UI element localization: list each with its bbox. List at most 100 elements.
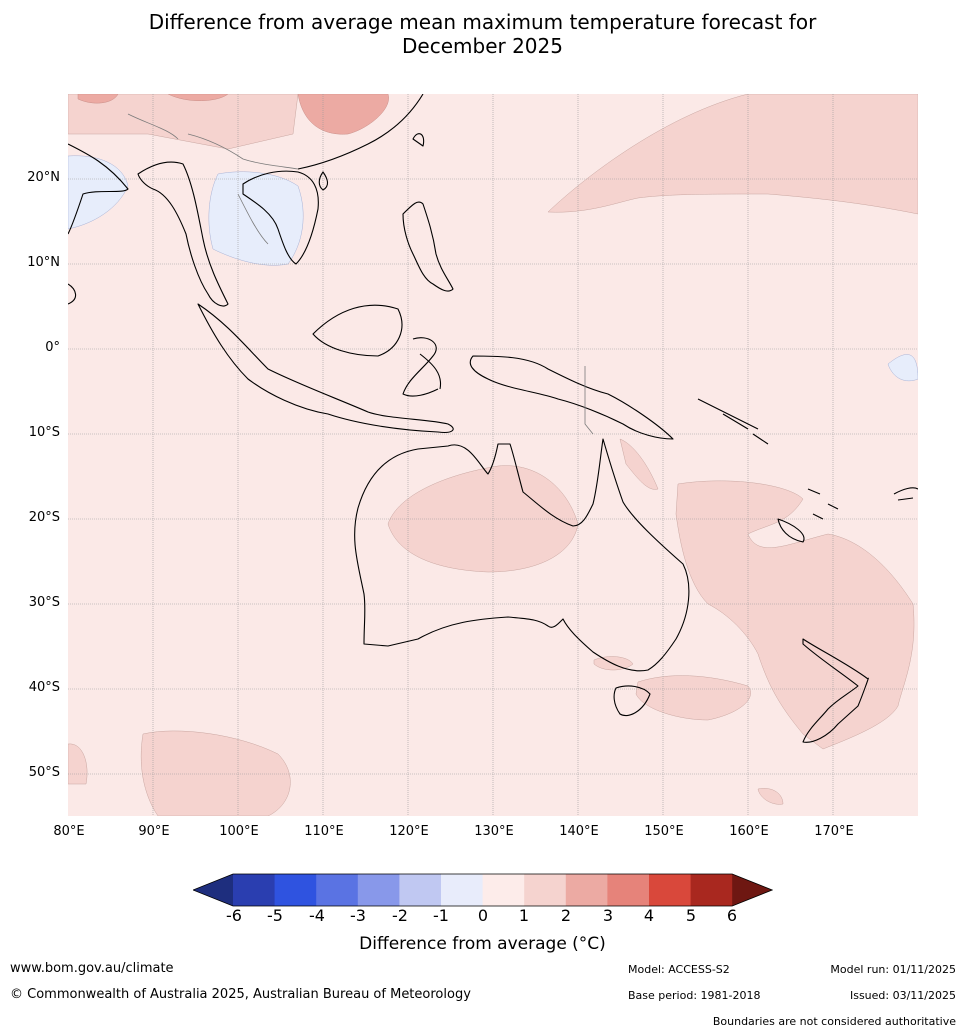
colorbar-tick: 6 [726, 906, 738, 925]
colorbar-tick: 0 [477, 906, 489, 925]
coast-borneo [312, 304, 403, 357]
anomaly-region-south-china [297, 94, 389, 135]
coast-new-caledonia [777, 518, 805, 543]
colorbar-tick: 1 [518, 906, 530, 925]
colorbar-outline [191, 873, 774, 907]
colorbar-tick: 3 [602, 906, 614, 925]
colorbar-tick: -1 [433, 906, 449, 925]
coast-myanmar-malaya [137, 161, 229, 307]
lat-label: 0° [45, 340, 60, 355]
coast-taiwan [412, 133, 425, 147]
colorbar-swatch [357, 874, 400, 906]
anomaly-region-bass-strait [593, 656, 634, 671]
model-run-date: Model run: 01/11/2025 [830, 963, 956, 976]
anomaly-region-himalaya [77, 94, 119, 104]
colorbar-label: Difference from average (°C) [359, 934, 606, 954]
website-link[interactable]: www.bom.gov.au/climate [10, 961, 174, 976]
border-thailand [237, 193, 269, 245]
lon-label: 150°E [644, 824, 684, 839]
colorbar-tick: -6 [226, 906, 242, 925]
coast-hainan [318, 171, 329, 191]
colorbar-tick: 5 [685, 906, 697, 925]
coast-sumatra-java [197, 303, 454, 433]
coast-new-zealand [802, 638, 869, 743]
national-borders [127, 113, 594, 435]
anomaly-region-coral-sea [619, 438, 659, 490]
colorbar-swatches [191, 873, 774, 907]
model-name: Model: ACCESS-S2 [628, 963, 730, 976]
colorbar-tick: -5 [267, 906, 283, 925]
colorbar-swatch [233, 874, 275, 906]
anomaly-region-indochina [208, 171, 304, 266]
anomaly-2-3-regions [77, 94, 389, 135]
lon-label: 160°E [729, 824, 769, 839]
border-china-se-asia [187, 133, 299, 170]
lon-label: 140°E [559, 824, 599, 839]
lat-label: 30°S [28, 595, 60, 610]
map-canvas[interactable] [68, 94, 918, 816]
colorbar [191, 873, 774, 911]
colorbar-tick: -4 [309, 906, 325, 925]
colorbar-swatch [607, 874, 650, 906]
graticule [68, 94, 918, 816]
anomaly-region-tibet [167, 94, 229, 101]
border-himalaya [127, 113, 179, 140]
coast-china [297, 94, 424, 170]
colorbar-extend-low [193, 874, 233, 906]
lat-label: 20°S [28, 510, 60, 525]
colorbar-tick: 4 [643, 906, 655, 925]
coast-sri-lanka [68, 283, 77, 305]
colorbar-swatch [399, 874, 442, 906]
colorbar-swatch [482, 874, 525, 906]
lat-label: 40°S [28, 680, 60, 695]
forecast-map[interactable] [68, 94, 918, 816]
issued-date: Issued: 03/11/2025 [849, 989, 956, 1002]
colorbar-swatch [524, 874, 567, 906]
boundary-disclaimer: Boundaries are not considered authoritat… [712, 1015, 956, 1028]
colorbar-swatch [565, 874, 608, 906]
anomaly-1-2-regions [68, 94, 918, 816]
anomaly-region-southern-ocean [140, 730, 291, 816]
anomaly-neg-regions [68, 155, 918, 382]
colorbar-tick: -3 [350, 906, 366, 925]
anomaly-region-tasmania-south [635, 675, 751, 721]
coast-tasmania [613, 685, 651, 717]
lat-label: 20°N [27, 170, 60, 185]
lon-label: 80°E [53, 824, 85, 839]
anomaly-region-asia-north [68, 94, 299, 150]
border-png-indonesia [584, 366, 594, 435]
lat-label: 10°S [28, 425, 60, 440]
title-line-2: December 2025 [402, 34, 563, 58]
lat-label: 10°N [27, 255, 60, 270]
lon-label: 120°E [389, 824, 429, 839]
colorbar-tick: 2 [560, 906, 572, 925]
lon-label: 100°E [219, 824, 259, 839]
coast-australia [354, 438, 690, 672]
title-line-1: Difference from average mean maximum tem… [148, 10, 817, 34]
lon-label: 130°E [474, 824, 514, 839]
coast-new-guinea [469, 355, 674, 440]
colorbar-swatch [316, 874, 359, 906]
coast-sulawesi [402, 337, 442, 397]
lon-label: 90°E [138, 824, 170, 839]
lon-label: 170°E [814, 824, 854, 839]
anomaly-region-pacific-north [547, 94, 918, 215]
coast-solomon-islands [697, 398, 769, 445]
chart-title: Difference from average mean maximum tem… [0, 10, 965, 58]
lon-label: 110°E [304, 824, 344, 839]
coast-fiji [893, 487, 918, 501]
colorbar-swatch [274, 874, 317, 906]
coast-indochina [242, 170, 319, 265]
colorbar-swatch [649, 874, 691, 906]
anomaly-region-south-pacific-small [757, 788, 784, 805]
anomaly-region-bay-of-bengal [68, 155, 129, 230]
coast-philippines [402, 201, 454, 292]
coastlines [68, 94, 918, 743]
colorbar-extend-high [732, 874, 773, 906]
lat-label: 50°S [28, 765, 60, 780]
coast-india-east [68, 143, 129, 235]
coast-vanuatu [807, 488, 839, 520]
copyright-notice: © Commonwealth of Australia 2025, Austra… [10, 987, 471, 1002]
colorbar-swatch [441, 874, 483, 906]
colorbar-tick: -2 [392, 906, 408, 925]
